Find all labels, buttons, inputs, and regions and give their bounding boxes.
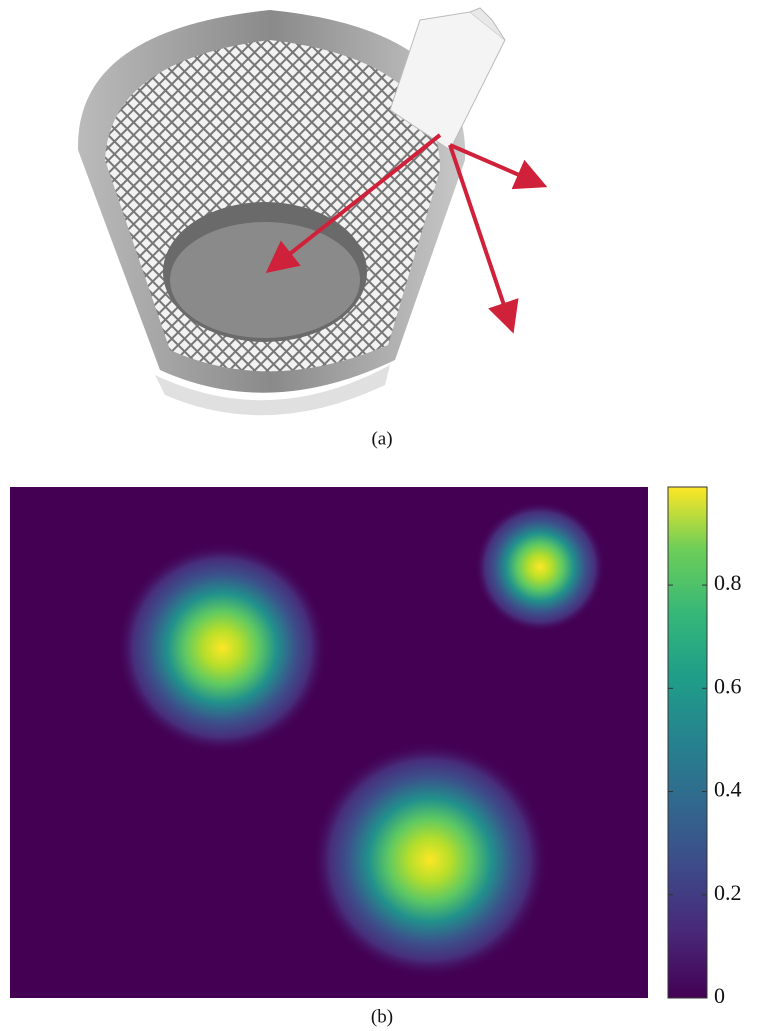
basket-illustration — [77, 7, 548, 416]
tick-label: 0.6 — [714, 673, 742, 698]
caption: (b) — [371, 1006, 393, 1027]
colorbar — [667, 486, 708, 999]
heatmap — [10, 487, 648, 998]
tick-label: 0.2 — [714, 880, 742, 905]
caption: (a) — [371, 428, 392, 449]
colorbar-ticks: 0 0.2 0.4 0.6 0.8 — [668, 570, 742, 1008]
tick-label: 0 — [714, 983, 725, 1008]
tick-label: 0.4 — [714, 777, 742, 802]
tick-label: 0.8 — [714, 570, 742, 595]
